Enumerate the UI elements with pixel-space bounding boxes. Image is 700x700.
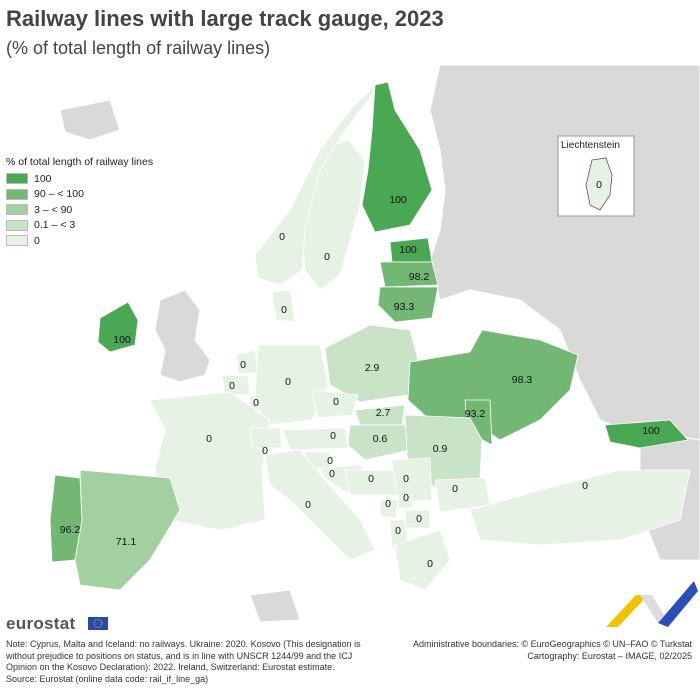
legend-swatch <box>6 173 28 185</box>
value-label-switzerland: 0 <box>262 445 268 457</box>
value-label-germany: 0 <box>285 376 291 388</box>
value-label-denmark: 0 <box>281 304 287 316</box>
legend-label: 100 <box>34 172 52 185</box>
region-serbia <box>391 457 433 503</box>
legend-label: 90 – < 100 <box>34 188 84 201</box>
region-belgium <box>221 374 251 396</box>
value-label-sweden: 0 <box>324 251 330 263</box>
value-label-italy: 0 <box>305 499 311 511</box>
legend-label: 0 <box>34 234 40 247</box>
value-label-moldova: 93.2 <box>465 408 486 420</box>
value-label-ukraine: 98.3 <box>512 374 533 386</box>
region-montenegro <box>379 499 399 519</box>
value-label-t-rkiye: 0 <box>582 480 588 492</box>
great-britain <box>154 289 211 383</box>
value-label-luxembourg: 0 <box>253 397 259 409</box>
legend-item: 0.1 – < 3 <box>6 218 153 234</box>
value-label-slovenia: 0 <box>327 455 333 467</box>
value-label-netherlands: 0 <box>240 359 246 371</box>
region-norway <box>254 84 376 286</box>
legend-item: 0 <box>6 233 153 249</box>
legend-item: 90 – < 100 <box>6 187 153 203</box>
credit-boundaries: Administrative boundaries: © EuroGeograp… <box>412 639 692 649</box>
region-georgia <box>604 419 689 449</box>
region-ireland <box>97 301 139 353</box>
value-label-georgia: 100 <box>642 425 660 437</box>
value-label-bulgaria: 0 <box>452 483 458 495</box>
value-label-greece: 0 <box>427 558 433 570</box>
region-switzerland <box>249 427 283 449</box>
legend-label: 3 – < 90 <box>34 203 73 216</box>
value-label-latvia: 98.2 <box>409 271 430 283</box>
inset-title: Liechtenstein <box>561 140 620 151</box>
eu-flag-icon <box>88 617 108 630</box>
value-label-ireland: 100 <box>113 334 131 346</box>
value-label-bosnia-and-herzegovina: 0 <box>329 468 335 480</box>
eurostat-logo: eurostat <box>6 614 76 633</box>
europe-map: 0 1000010098.293.310002.998.393.21000000… <box>0 65 700 625</box>
legend-title: % of total length of railway lines <box>6 156 154 168</box>
value-label-montenegro: 0 <box>385 498 391 510</box>
value-label-norway: 0 <box>279 231 285 243</box>
legend-swatch <box>6 235 28 247</box>
value-label-croatia: 0 <box>368 473 374 485</box>
region-denmark <box>271 289 296 323</box>
value-label-hungary: 0.6 <box>373 433 388 445</box>
value-label-portugal: 96.2 <box>60 524 81 536</box>
source-text: Source: Eurostat (online data code: rail… <box>6 673 209 684</box>
region-hungary <box>347 424 411 461</box>
legend-swatch <box>6 188 28 200</box>
region-kosovo <box>397 494 413 509</box>
value-label-belgium: 0 <box>229 380 235 392</box>
value-label-czechia: 0 <box>333 396 339 408</box>
value-label-spain: 71.1 <box>116 536 137 548</box>
legend-item: 100 <box>6 171 153 187</box>
value-labels: 1000010098.293.310002.998.393.2100000002… <box>60 194 660 570</box>
region-italy <box>264 449 376 561</box>
value-label-romania: 0.9 <box>433 443 448 455</box>
value-label-north-macedonia: 0 <box>416 513 422 525</box>
region-spain <box>74 469 181 591</box>
iceland <box>59 99 121 141</box>
legend: % of total length of railway lines 100 9… <box>6 156 153 249</box>
value-label-estonia: 100 <box>399 244 417 256</box>
region-germany <box>254 344 329 426</box>
region-lithuania <box>377 286 439 323</box>
value-label-albania: 0 <box>395 525 401 537</box>
region-greece <box>394 529 451 591</box>
legend-label: 0.1 – < 3 <box>34 219 76 232</box>
value-label-poland: 2.9 <box>365 362 380 374</box>
region-finland <box>361 81 433 233</box>
value-label-serbia: 0 <box>403 473 409 485</box>
credits: Administrative boundaries: © EuroGeograp… <box>413 639 692 662</box>
note-text: Note: Cyprus, Malta and Iceland: no rail… <box>6 639 361 673</box>
map-title: Railway lines with large track gauge, 20… <box>6 6 444 31</box>
value-label-france: 0 <box>206 433 212 445</box>
eurostat-chevron-logo <box>606 581 698 627</box>
legend-item: 3 – < 90 <box>6 202 153 218</box>
legend-swatch <box>6 219 28 231</box>
region-austria <box>282 427 349 451</box>
credit-cartography: Cartography: Eurostat – IMAGE, 02/2025 <box>527 650 692 661</box>
footnote: Note: Cyprus, Malta and Iceland: no rail… <box>6 639 381 685</box>
region-latvia <box>379 261 439 288</box>
region-t-rkiye <box>469 469 691 546</box>
liechtenstein-value: 0 <box>596 179 602 191</box>
value-label-kosovo: 0 <box>403 492 409 504</box>
region-czechia <box>311 389 359 419</box>
value-label-slovakia: 2.7 <box>376 407 391 419</box>
legend-swatch <box>6 204 28 216</box>
country-regions <box>49 81 691 591</box>
value-label-finland: 100 <box>389 194 407 206</box>
region-north-macedonia <box>404 509 431 529</box>
liechtenstein-shape <box>585 157 613 211</box>
value-label-lithuania: 93.3 <box>394 301 415 313</box>
region-france <box>149 391 271 531</box>
map-subtitle: (% of total length of railway lines) <box>6 38 271 58</box>
value-label-austria: 0 <box>330 430 336 442</box>
north-africa <box>249 589 301 623</box>
